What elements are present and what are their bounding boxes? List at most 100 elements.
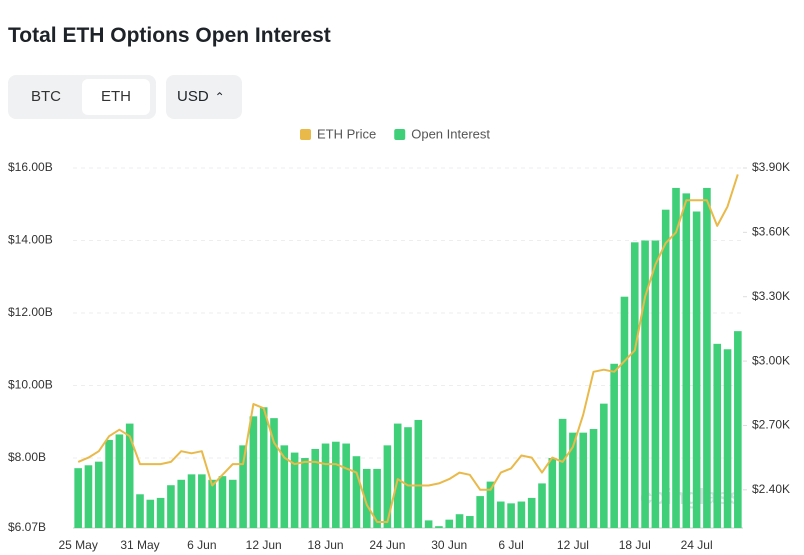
- bar: [249, 416, 258, 528]
- x-tick-label: 31 May: [120, 538, 159, 552]
- bar: [600, 403, 608, 528]
- bar: [713, 343, 722, 528]
- x-tick-label: 18 Jul: [619, 538, 651, 552]
- bar: [311, 448, 320, 528]
- x-tick-label: 24 Jul: [681, 538, 713, 552]
- tab-btc[interactable]: BTC: [31, 88, 61, 105]
- x-tick-label: 18 Jun: [308, 538, 344, 552]
- price-line: [77, 174, 739, 523]
- bar: [290, 452, 299, 528]
- y2-tick-label: $3.60K: [752, 225, 790, 239]
- bar: [496, 501, 505, 528]
- bar: [610, 363, 618, 528]
- bar: [476, 496, 484, 528]
- bar: [672, 187, 680, 528]
- x-tick-label: 30 Jun: [431, 538, 467, 552]
- bar: [414, 419, 423, 528]
- y2-tick-label: $3.30K: [752, 289, 790, 303]
- bar: [393, 423, 402, 528]
- bar: [404, 427, 412, 528]
- y-tick-label: $14.00B: [8, 233, 53, 247]
- bar: [569, 432, 577, 528]
- bar: [383, 445, 392, 528]
- bar: [620, 296, 629, 528]
- bar: [723, 349, 732, 528]
- bar: [651, 240, 660, 528]
- bar: [455, 514, 464, 528]
- bar: [239, 445, 247, 528]
- y2-tick-label: $3.00K: [752, 353, 790, 367]
- bar: [156, 497, 165, 528]
- bar: [115, 434, 124, 528]
- bar: [527, 497, 536, 528]
- bar: [105, 439, 113, 528]
- bar: [125, 423, 134, 528]
- bar: [362, 468, 371, 528]
- bar: [218, 476, 227, 528]
- bar: [558, 418, 567, 528]
- bar: [342, 443, 350, 528]
- currency-select[interactable]: USD ⌃: [166, 75, 242, 119]
- y2-tick-label: $3.90K: [752, 160, 790, 174]
- bar: [692, 211, 701, 529]
- bar: [517, 501, 526, 528]
- coin-tabs: BTC ETH: [8, 75, 156, 119]
- bar: [332, 441, 340, 528]
- legend-swatch: [394, 129, 406, 140]
- bar: [74, 468, 82, 528]
- bar: [84, 465, 93, 528]
- bar: [301, 458, 309, 528]
- bar: [259, 407, 268, 528]
- x-tick-label: 6 Jul: [498, 538, 523, 552]
- bar: [734, 331, 742, 528]
- x-tick-label: 24 Jun: [369, 538, 405, 552]
- bar: [589, 429, 598, 528]
- y2-tick-label: $2.40K: [752, 482, 790, 496]
- bar: [424, 520, 433, 528]
- bar: [486, 481, 495, 528]
- x-tick-label: 12 Jun: [246, 538, 282, 552]
- legend-label: Open Interest: [411, 126, 490, 141]
- bar: [198, 474, 206, 528]
- x-tick-label: 6 Jun: [187, 538, 216, 552]
- bar: [507, 503, 515, 528]
- tab-eth[interactable]: ETH: [82, 79, 150, 115]
- bar: [136, 494, 144, 528]
- bar: [177, 479, 186, 528]
- y2-tick-label: $2.70K: [752, 418, 790, 432]
- bar: [548, 458, 557, 528]
- bar: [373, 468, 381, 528]
- y-tick-label: $10.00B: [8, 378, 53, 392]
- bar: [579, 432, 588, 528]
- bar: [208, 479, 216, 528]
- y-tick-label: $16.00B: [8, 160, 53, 174]
- y-tick-label: $12.00B: [8, 305, 53, 319]
- bar: [352, 456, 361, 528]
- bar: [435, 526, 443, 528]
- bar: [270, 418, 278, 528]
- bar: [280, 445, 289, 528]
- legend-label: ETH Price: [317, 126, 376, 141]
- bar: [167, 485, 175, 528]
- legend-swatch: [300, 129, 311, 140]
- bar: [321, 443, 330, 528]
- bar: [466, 516, 474, 528]
- y-tick-label: $6.07B: [8, 520, 46, 534]
- bar: [94, 461, 103, 528]
- bar: [187, 474, 196, 528]
- bar: [228, 479, 237, 528]
- bar: [661, 209, 670, 529]
- page-title: Total ETH Options Open Interest: [8, 24, 331, 47]
- bar: [538, 483, 546, 528]
- currency-label: USD: [177, 88, 209, 105]
- bar: [630, 242, 639, 528]
- bar: [146, 499, 155, 528]
- y-tick-label: $8.00B: [8, 450, 46, 464]
- chevron: ⌃: [214, 90, 225, 104]
- x-tick-label: 25 May: [58, 538, 97, 552]
- x-tick-label: 12 Jul: [557, 538, 589, 552]
- bar: [641, 240, 649, 528]
- bar: [703, 187, 711, 528]
